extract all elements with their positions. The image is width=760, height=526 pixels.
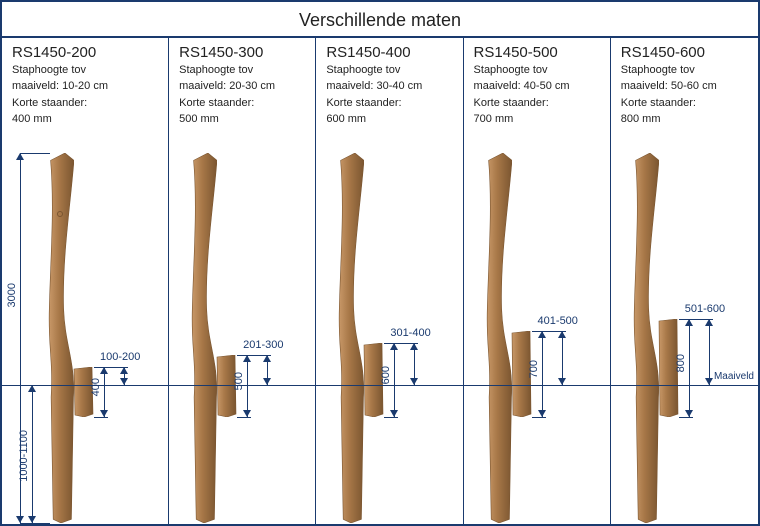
arrow-up-icon: [410, 343, 418, 350]
stub-length-label: 500: [233, 372, 245, 390]
dimension-tick: [20, 523, 50, 524]
arrow-up-icon: [28, 385, 36, 392]
step-range-label: 401-500: [538, 315, 578, 327]
arrow-up-icon: [558, 331, 566, 338]
panel-RS1450-200: RS1450-200Staphoogte tovmaaiveld: 10-20 …: [2, 38, 169, 526]
stub-length-label: 800: [675, 354, 687, 372]
dimension-tick: [532, 417, 546, 418]
step-range-label: 100-200: [100, 351, 140, 363]
arrow-down-icon: [538, 410, 546, 417]
dimension-line: [542, 331, 543, 417]
dimension-tick: [94, 417, 108, 418]
arrow-down-icon: [390, 410, 398, 417]
diagram: 301-400 600: [316, 38, 462, 526]
ground-line: [2, 385, 758, 386]
catalog-figure: Verschillende maten RS1450-200Staphoogte…: [0, 0, 760, 526]
dimension-tick: [20, 153, 50, 154]
dimension-tick: [679, 417, 693, 418]
step-range-label: 501-600: [685, 303, 725, 315]
arrow-down-icon: [100, 410, 108, 417]
dimension-tick: [384, 417, 398, 418]
stub-length-label: 600: [380, 366, 392, 384]
diagram: 501-600 800: [611, 38, 758, 526]
dimension-line: [394, 343, 395, 417]
stub-length-label: 700: [528, 360, 540, 378]
diagram: 100-200 400 3000 1000-1100: [2, 38, 168, 526]
arrow-up-icon: [705, 319, 713, 326]
overall-height-label: 3000: [6, 283, 18, 307]
arrow-up-icon: [263, 355, 271, 362]
panel-RS1450-500: RS1450-500Staphoogte tovmaaiveld: 40-50 …: [464, 38, 611, 526]
main-stake: [191, 153, 217, 523]
arrow-up-icon: [685, 319, 693, 326]
arrow-down-icon: [28, 516, 36, 523]
stub-length-label: 400: [90, 378, 102, 396]
arrow-down-icon: [243, 410, 251, 417]
dimension-line: [709, 319, 710, 385]
arrow-down-icon: [120, 378, 128, 385]
main-stake: [338, 153, 364, 523]
diagram: 401-500 700: [464, 38, 610, 526]
panel-RS1450-300: RS1450-300Staphoogte tovmaaiveld: 20-30 …: [169, 38, 316, 526]
arrow-down-icon: [263, 378, 271, 385]
main-stake: [48, 153, 74, 523]
dimension-line: [562, 331, 563, 385]
arrow-up-icon: [100, 367, 108, 374]
dimension-line: [32, 385, 33, 523]
arrow-up-icon: [120, 367, 128, 374]
main-stake: [486, 153, 512, 523]
step-range-label: 201-300: [243, 339, 283, 351]
bolt-hole-icon: [57, 211, 63, 217]
dimension-line: [689, 319, 690, 417]
step-range-label: 301-400: [390, 327, 430, 339]
figure-title: Verschillende maten: [2, 2, 758, 38]
arrow-down-icon: [16, 516, 24, 523]
arrow-down-icon: [685, 410, 693, 417]
panel-RS1450-400: RS1450-400Staphoogte tovmaaiveld: 30-40 …: [316, 38, 463, 526]
panels-row: RS1450-200Staphoogte tovmaaiveld: 10-20 …: [2, 38, 758, 526]
depth-label: 1000-1100: [18, 430, 30, 482]
dimension-line: [247, 355, 248, 417]
arrow-up-icon: [243, 355, 251, 362]
panel-RS1450-600: RS1450-600Staphoogte tovmaaiveld: 50-60 …: [611, 38, 758, 526]
ground-label: Maaiveld: [714, 371, 754, 382]
main-stake: [633, 153, 659, 523]
arrow-down-icon: [410, 378, 418, 385]
arrow-down-icon: [558, 378, 566, 385]
arrow-down-icon: [705, 378, 713, 385]
arrow-up-icon: [390, 343, 398, 350]
arrow-up-icon: [538, 331, 546, 338]
dimension-tick: [237, 417, 251, 418]
diagram: 201-300 500: [169, 38, 315, 526]
arrow-up-icon: [16, 153, 24, 160]
